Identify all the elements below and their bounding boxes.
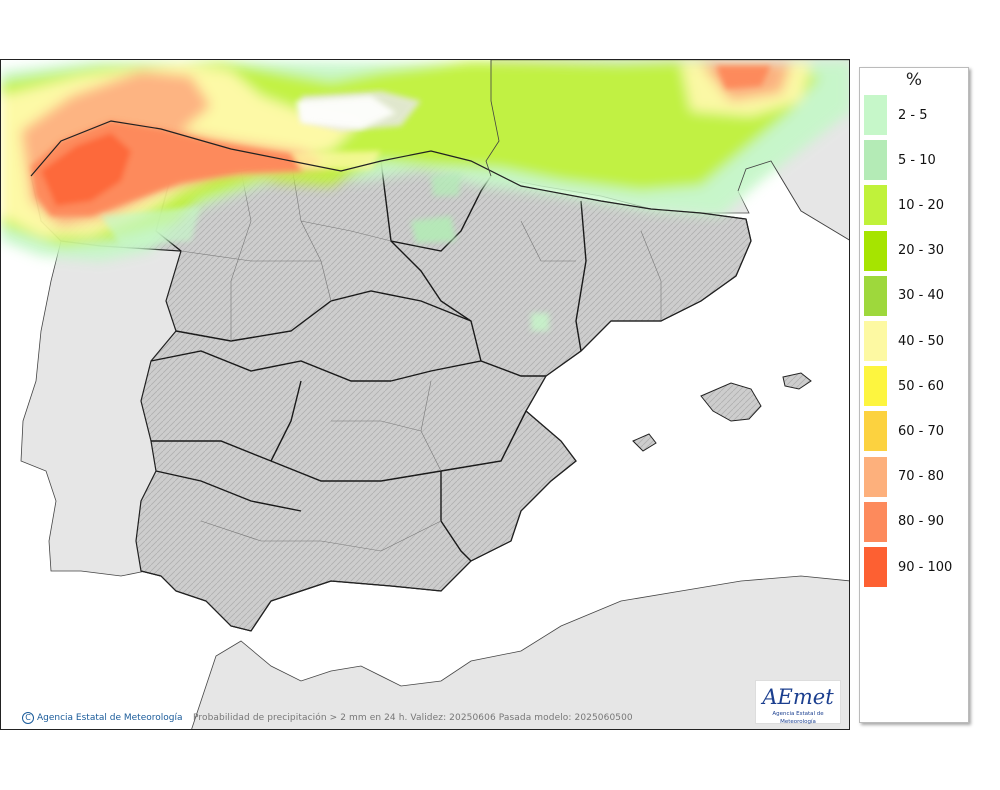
legend-swatch <box>864 321 887 361</box>
legend-item: 20 - 30 <box>864 230 945 271</box>
legend-item: 2 - 5 <box>864 95 928 135</box>
legend-swatch <box>864 140 887 181</box>
map-canvas <box>1 60 849 729</box>
aemet-logo-subtitle: Agencia Estatal de Meteorología <box>772 711 824 725</box>
coastline-spain <box>30 120 752 632</box>
legend-item: 10 - 20 <box>864 185 945 226</box>
legend-swatch <box>864 547 887 587</box>
legend-label: 80 - 90 <box>898 514 945 530</box>
aemet-logo-wordmark: AEmet <box>762 685 834 709</box>
legend-label: 5 - 10 <box>898 152 936 168</box>
legend-item: 70 - 80 <box>864 456 945 497</box>
forecast-map <box>0 59 850 730</box>
legend-unit: % <box>905 70 923 90</box>
coastline-france <box>485 60 849 241</box>
legend-item: 30 - 40 <box>864 275 945 316</box>
island-mallorca <box>700 382 762 422</box>
legend-label: 40 - 50 <box>898 333 945 349</box>
agency-credit: C Agencia Estatal de Meteorología <box>22 712 183 724</box>
copyright-icon: C <box>22 712 34 724</box>
legend-swatch <box>864 366 887 407</box>
legend-label: 30 - 40 <box>898 288 945 304</box>
map-caption: Probabilidad de precipitación > 2 mm en … <box>193 713 633 723</box>
agency-credit-text: Agencia Estatal de Meteorología <box>37 713 183 723</box>
legend-swatch <box>864 95 887 135</box>
legend-swatch <box>864 501 887 542</box>
legend-swatch <box>864 185 887 226</box>
island-ibiza <box>632 433 657 452</box>
legend-swatch <box>864 456 887 497</box>
legend-label: 60 - 70 <box>898 423 945 439</box>
legend-item: 50 - 60 <box>864 366 945 407</box>
island-menorca <box>782 372 812 390</box>
legend-item: 90 - 100 <box>864 547 952 587</box>
legend-label: 2 - 5 <box>898 107 928 123</box>
probability-fields <box>1 61 849 331</box>
province-boundaries <box>180 160 662 552</box>
aemet-logo: AEmet Agencia Estatal de Meteorología <box>755 680 841 725</box>
legend-item: 60 - 70 <box>864 411 945 452</box>
legend-item: 40 - 50 <box>864 321 944 361</box>
legend-label: 50 - 60 <box>898 378 945 394</box>
legend-label: 70 - 80 <box>898 469 945 485</box>
legend-label: 10 - 20 <box>898 197 945 213</box>
legend-swatch <box>864 230 887 271</box>
legend-label: 90 - 100 <box>898 559 953 575</box>
legend-label: 20 - 30 <box>898 243 945 259</box>
legend-panel: % 2 - 5 5 - 10 10 - 20 20 - 30 30 - 40 40 - 5… <box>859 67 969 723</box>
legend-swatch <box>864 411 887 452</box>
legend-item: 5 - 10 <box>864 140 936 181</box>
legend-item: 80 - 90 <box>864 501 945 542</box>
legend-swatch <box>864 275 887 316</box>
land-africa <box>191 575 849 729</box>
